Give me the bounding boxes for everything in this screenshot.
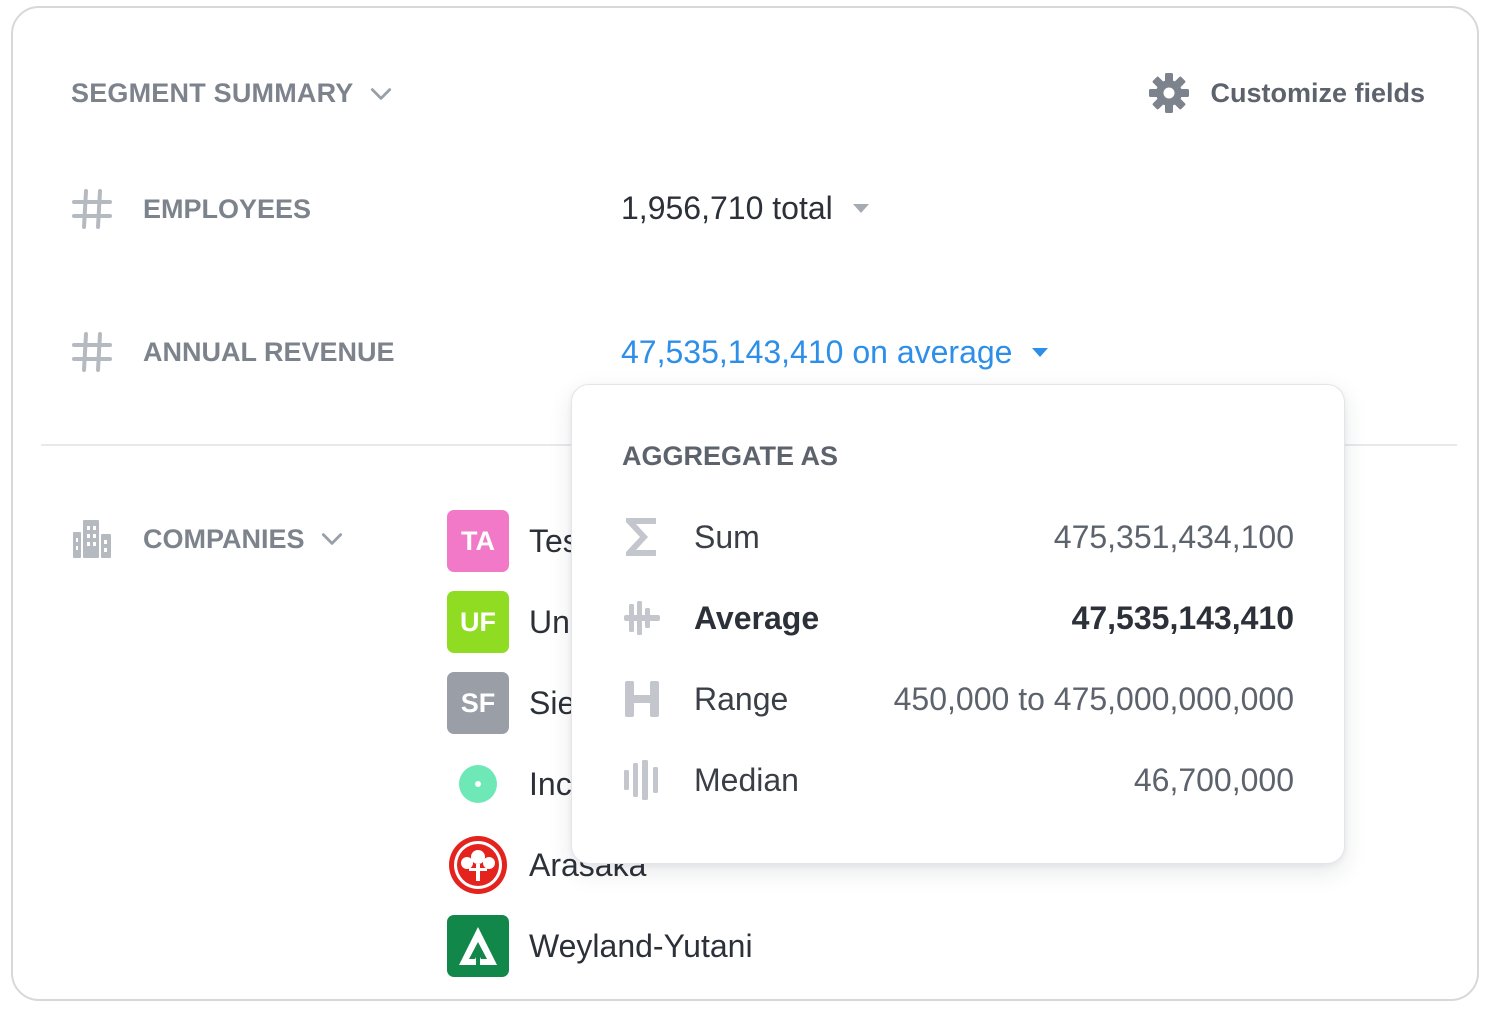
company-item[interactable]: Arasaka (447, 834, 646, 896)
field-row-employees: EMPLOYEES (71, 188, 311, 230)
customize-fields-button[interactable]: Customize fields (1148, 72, 1425, 114)
number-field-icon (72, 189, 112, 229)
aggregate-option-value: 450,000 to 475,000,000,000 (893, 680, 1294, 717)
aggregate-option-average[interactable]: Average 47,535,143,410 (622, 588, 1294, 648)
company-name: Sie (529, 684, 576, 721)
aggregate-option-value: 475,351,434,100 (1053, 518, 1294, 555)
aggregate-as-header: AGGREGATE AS (622, 441, 839, 471)
company-item[interactable]: Inc (447, 753, 572, 815)
field-row-annual-revenue: ANNUAL REVENUE (71, 331, 395, 373)
company-item[interactable]: UF Un (447, 591, 570, 653)
aggregate-option-label: Sum (694, 518, 760, 555)
company-logo (447, 915, 509, 977)
aggregate-option-label: Median (694, 761, 799, 798)
dot-circle-icon (459, 765, 497, 803)
aggregate-option-median[interactable]: Median 46,700,000 (622, 750, 1294, 810)
segment-summary-dropdown[interactable]: SEGMENT SUMMARY (71, 78, 394, 109)
companies-label: COMPANIES (143, 523, 305, 554)
aggregate-option-label: Range (694, 680, 789, 717)
median-icon (624, 760, 658, 800)
segment-summary-title: SEGMENT SUMMARY (71, 78, 354, 108)
annual-revenue-value-dropdown[interactable]: 47,535,143,410 on average (621, 334, 1049, 371)
company-name: Inc (529, 765, 572, 802)
weyland-logo-icon (459, 927, 497, 965)
annual-revenue-value: 47,535,143,410 on average (621, 334, 1013, 370)
range-icon (625, 681, 659, 717)
company-logo: UF (447, 591, 509, 653)
average-icon (624, 601, 660, 635)
chevron-down-icon (370, 87, 391, 100)
company-name: Weyland-Yutani (529, 927, 753, 964)
field-label-annual-revenue: ANNUAL REVENUE (143, 336, 395, 367)
companies-dropdown[interactable]: COMPANIES (71, 518, 345, 560)
aggregate-option-sum[interactable]: Sum 475,351,434,100 (622, 507, 1294, 567)
company-item[interactable]: SF Sie (447, 672, 575, 734)
company-logo: TA (447, 510, 509, 572)
customize-fields-label: Customize fields (1210, 77, 1425, 108)
company-logo (447, 834, 509, 896)
chevron-down-icon (321, 533, 342, 545)
company-item[interactable]: TA Tes (447, 510, 579, 572)
company-logo: SF (447, 672, 509, 734)
segment-summary-card: SEGMENT SUMMARY Customize fields (11, 6, 1479, 1001)
number-field-icon (72, 332, 112, 372)
aggregate-option-range[interactable]: Range 450,000 to 475,000,000,000 (622, 669, 1294, 729)
aggregate-option-label: Average (694, 599, 820, 636)
company-item[interactable]: Weyland-Yutani (447, 915, 753, 977)
arasaka-logo-icon (449, 836, 507, 894)
aggregate-option-value: 46,700,000 (1133, 761, 1294, 798)
employees-value-dropdown[interactable]: 1,956,710 total (621, 190, 869, 227)
gear-icon (1149, 73, 1190, 113)
company-name: Tes (529, 522, 579, 559)
building-icon (73, 520, 111, 558)
caret-down-icon (1032, 348, 1049, 357)
aggregate-option-value: 47,535,143,410 (1071, 599, 1294, 636)
field-label-employees: EMPLOYEES (143, 193, 312, 224)
aggregate-as-menu: AGGREGATE AS Sum 475,351,434,100 Average… (571, 384, 1345, 864)
sigma-icon (626, 518, 656, 556)
company-name: Un (529, 603, 570, 640)
employees-value: 1,956,710 total (621, 190, 833, 226)
caret-down-icon (852, 204, 869, 213)
company-logo (447, 753, 509, 815)
